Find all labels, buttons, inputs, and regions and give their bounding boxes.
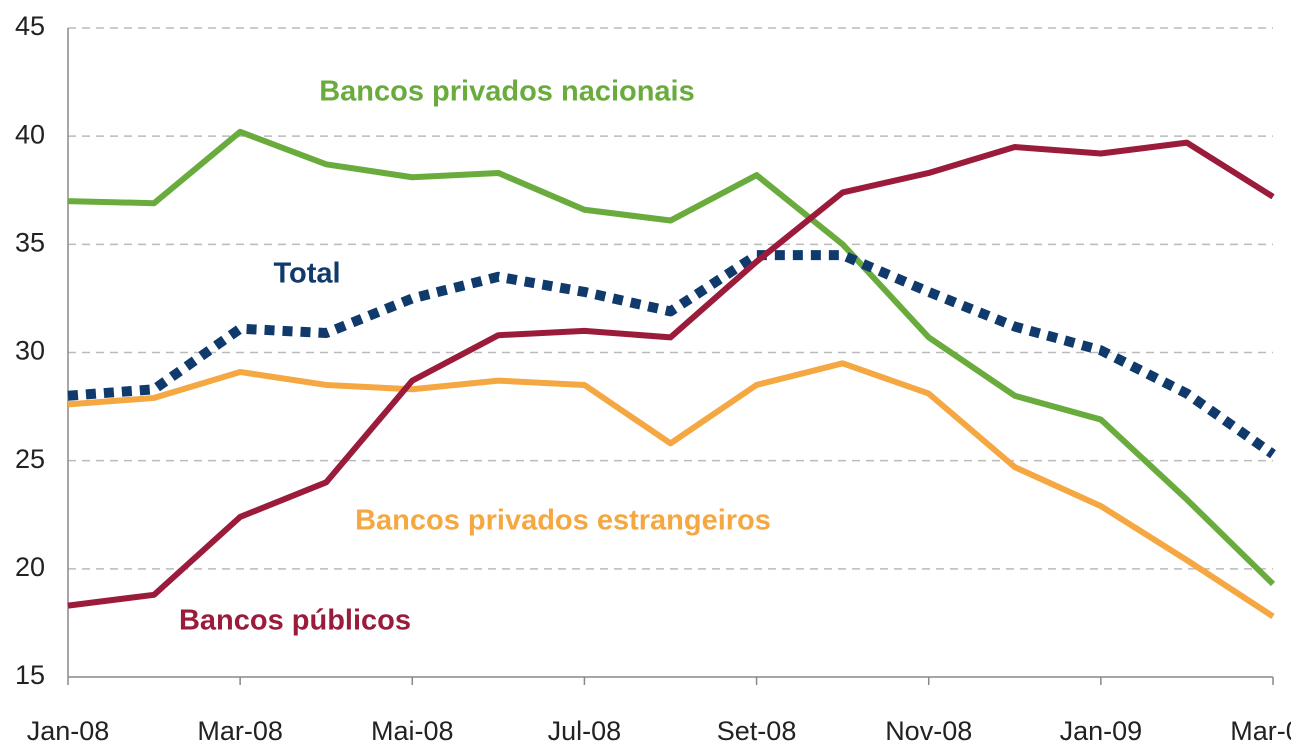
y-tick-label: 35 [15,227,45,257]
x-tick-label: Mar-09 [1230,716,1291,746]
y-tick-label: 30 [15,336,45,366]
x-tick-label: Mai-08 [371,716,454,746]
series-label: Bancos privados nacionais [319,76,695,108]
series-line [67,128,1276,587]
y-tick-label: 40 [15,119,45,149]
x-tick-label: Jan-09 [1060,716,1143,746]
series-line [67,250,1276,459]
y-tick-label: 25 [15,444,45,474]
y-tick-label: 20 [15,552,45,582]
series-label: Bancos privados estrangeiros [355,505,771,537]
series-line [67,360,1275,619]
x-tick-label: Nov-08 [885,716,972,746]
x-tick-label: Mar-08 [197,716,283,746]
x-tick-label: Jan-08 [27,716,110,746]
y-tick-label: 45 [15,11,45,41]
series-label: Bancos públicos [179,605,411,637]
series-line [67,139,1275,609]
series-label: Total [273,258,340,290]
x-tick-label: Jul-08 [548,716,622,746]
y-tick-label: 15 [15,660,45,690]
x-tick-label: Set-08 [717,716,797,746]
